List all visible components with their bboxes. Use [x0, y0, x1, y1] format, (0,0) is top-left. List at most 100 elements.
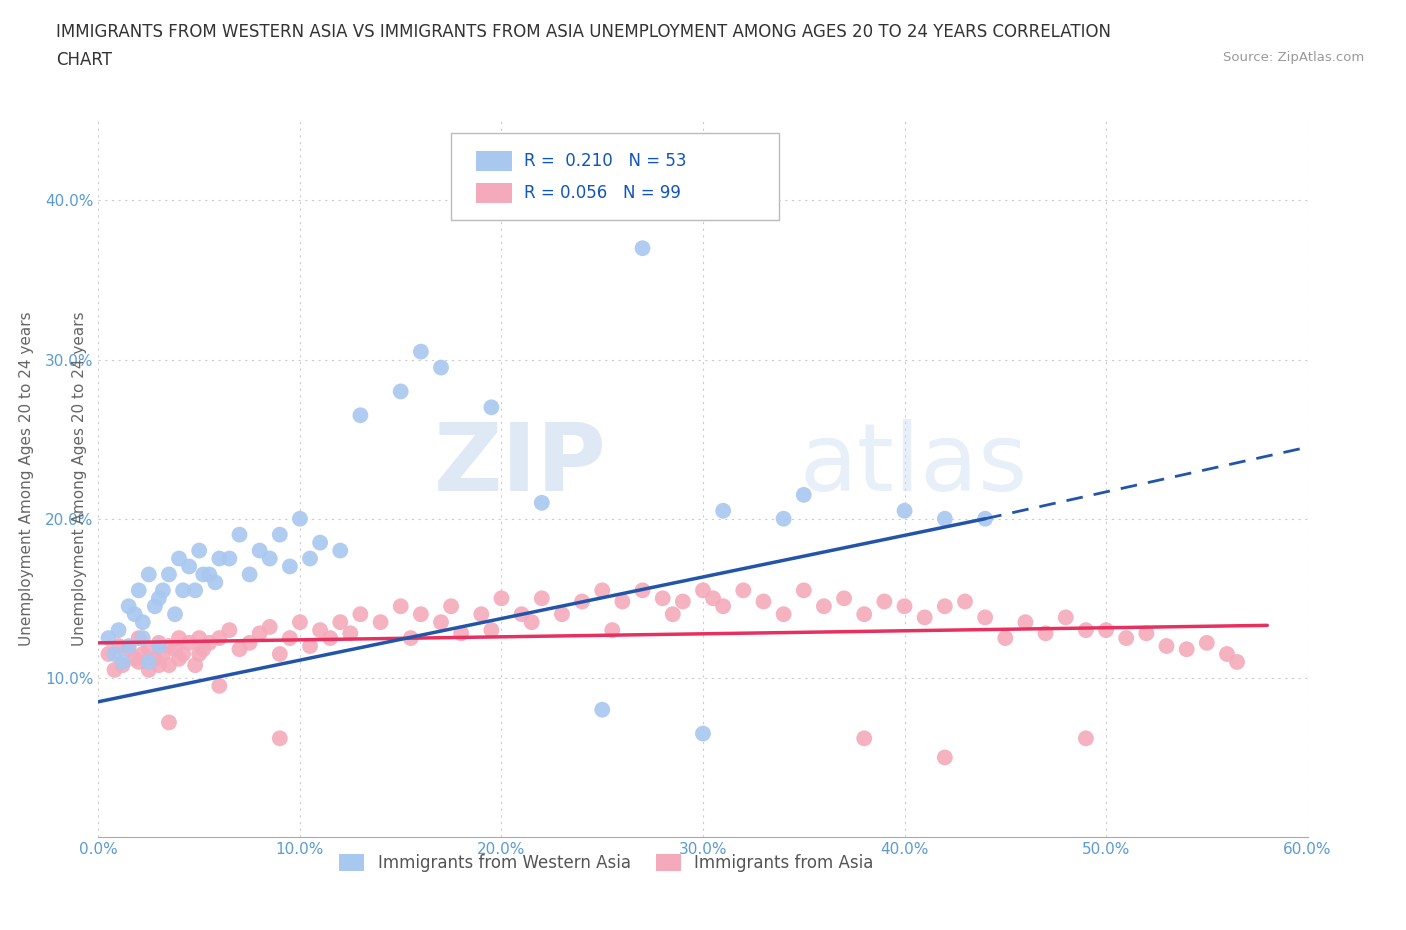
Point: [711, 599, 734, 614]
Y-axis label: Unemployment Among Ages 20 to 24 years: Unemployment Among Ages 20 to 24 years: [72, 312, 87, 646]
Point: [97, 646, 120, 661]
Point: [172, 583, 194, 598]
Point: [239, 635, 262, 650]
Point: [772, 512, 794, 526]
Point: [893, 503, 915, 518]
Bar: [475, 183, 512, 204]
Point: [188, 631, 211, 645]
Point: [1054, 610, 1077, 625]
Point: [148, 635, 170, 650]
Text: Source: ZipAtlas.com: Source: ZipAtlas.com: [1223, 51, 1364, 64]
Point: [138, 642, 160, 657]
Point: [602, 623, 624, 638]
Point: [163, 642, 186, 657]
Point: [1156, 639, 1178, 654]
Point: [1195, 635, 1218, 650]
Point: [278, 631, 301, 645]
Point: [953, 594, 976, 609]
Point: [167, 551, 190, 566]
Text: ZIP: ZIP: [433, 418, 606, 511]
Point: [832, 591, 855, 605]
Point: [269, 646, 291, 661]
Point: [430, 615, 453, 630]
Point: [510, 606, 533, 621]
Point: [339, 626, 361, 641]
Point: [128, 631, 150, 645]
Point: [591, 702, 613, 717]
Point: [259, 551, 281, 566]
Point: [157, 567, 180, 582]
Point: [107, 639, 129, 654]
Point: [571, 594, 593, 609]
Point: [409, 606, 432, 621]
Point: [163, 606, 186, 621]
Point: [430, 360, 453, 375]
Point: [167, 651, 190, 666]
Point: [97, 631, 120, 645]
Point: [299, 639, 322, 654]
Point: [218, 623, 240, 638]
Point: [934, 599, 956, 614]
Point: [118, 642, 141, 657]
Point: [249, 543, 271, 558]
Point: [132, 615, 155, 630]
Point: [631, 583, 654, 598]
Point: [1226, 655, 1249, 670]
Point: [249, 626, 271, 641]
Point: [157, 639, 180, 654]
Point: [450, 626, 472, 641]
Point: [1095, 623, 1118, 638]
Point: [1175, 642, 1198, 657]
Bar: [475, 151, 512, 171]
Point: [914, 610, 936, 625]
Point: [733, 583, 755, 598]
Y-axis label: Unemployment Among Ages 20 to 24 years: Unemployment Among Ages 20 to 24 years: [18, 312, 34, 646]
Point: [152, 646, 174, 661]
Point: [179, 635, 201, 650]
Point: [481, 623, 503, 638]
Point: [309, 623, 332, 638]
Point: [288, 512, 311, 526]
Point: [157, 715, 180, 730]
Text: R =  0.210   N = 53: R = 0.210 N = 53: [524, 152, 686, 170]
Point: [893, 599, 915, 614]
Point: [259, 619, 281, 634]
Point: [612, 594, 634, 609]
Point: [530, 496, 553, 511]
Point: [111, 655, 134, 670]
Text: CHART: CHART: [56, 51, 112, 69]
Point: [269, 731, 291, 746]
Point: [208, 678, 231, 693]
Point: [491, 591, 513, 605]
Point: [188, 646, 211, 661]
Point: [1014, 615, 1036, 630]
Point: [188, 543, 211, 558]
Point: [288, 615, 311, 630]
Point: [128, 583, 150, 598]
Point: [269, 527, 291, 542]
Text: R = 0.056   N = 99: R = 0.056 N = 99: [524, 184, 681, 202]
Point: [132, 646, 155, 661]
Point: [193, 567, 215, 582]
Point: [370, 615, 392, 630]
Point: [107, 623, 129, 638]
Point: [132, 631, 155, 645]
Point: [631, 241, 654, 256]
Point: [672, 594, 695, 609]
Legend: Immigrants from Western Asia, Immigrants from Asia: Immigrants from Western Asia, Immigrants…: [333, 847, 880, 879]
Point: [208, 551, 231, 566]
Point: [138, 567, 160, 582]
Point: [692, 583, 714, 598]
Point: [329, 543, 352, 558]
Point: [1216, 646, 1239, 661]
Point: [389, 599, 412, 614]
Point: [520, 615, 543, 630]
Point: [702, 591, 724, 605]
Point: [1135, 626, 1157, 641]
Point: [530, 591, 553, 605]
Point: [692, 726, 714, 741]
Point: [349, 606, 371, 621]
Point: [184, 658, 207, 672]
Point: [711, 503, 734, 518]
Point: [934, 512, 956, 526]
